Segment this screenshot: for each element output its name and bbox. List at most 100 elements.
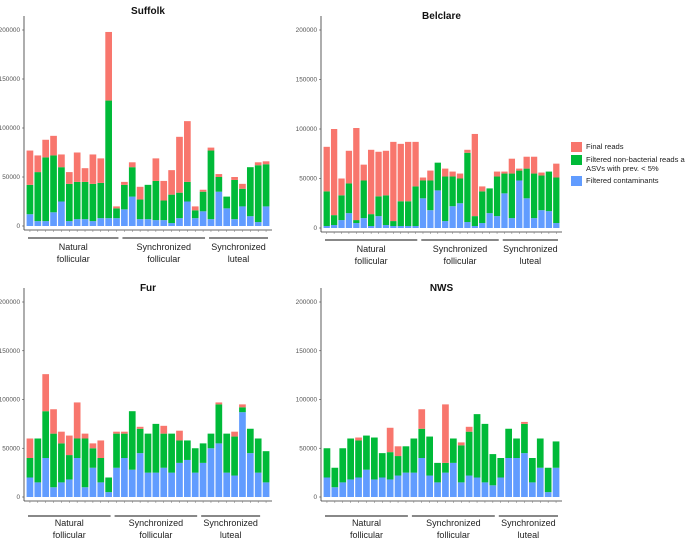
bar-segment-nonbacterial: [128, 167, 136, 197]
bar-segment-nonbacterial: [89, 448, 97, 468]
bar-segment-nonbacterial: [231, 436, 238, 476]
group-label-line1: Synchronized: [203, 518, 258, 528]
bar-segment-contaminants: [412, 226, 419, 228]
bar-segment-contaminants: [530, 218, 538, 228]
bar-segment-final: [160, 425, 168, 434]
bar-segment-final: [81, 168, 89, 182]
y-tick-label: 100000: [296, 397, 318, 404]
bar-segment-nonbacterial: [113, 208, 120, 219]
bar-segment-nonbacterial: [207, 150, 215, 220]
bar-segment-nonbacterial: [353, 220, 360, 224]
bar-segment-final: [152, 158, 160, 181]
group-label-line2: follicular: [57, 254, 90, 264]
bar-segment-nonbacterial: [184, 181, 191, 202]
bar-segment-final: [65, 172, 73, 184]
bar-segment-contaminants: [367, 226, 375, 228]
bar-segment-contaminants: [176, 218, 183, 226]
legend-label: Filtered non-bacterial reads and ASVs wi…: [586, 155, 685, 173]
bar-segment-contaminants: [207, 448, 215, 497]
bar-segment-nonbacterial: [73, 438, 81, 458]
bar-segment-contaminants: [536, 467, 544, 497]
bar-segment-final: [360, 164, 367, 181]
bar-segment-contaminants: [152, 472, 160, 498]
group-label-line1: Synchronized: [501, 518, 556, 528]
bar-segment-nonbacterial: [34, 172, 42, 222]
bar-segment-final: [465, 426, 473, 432]
bar-segment-final: [523, 156, 530, 169]
group-label-line1: Natural: [357, 244, 386, 254]
group-label-line2: follicular: [350, 530, 383, 538]
bar-segment-contaminants: [347, 479, 354, 497]
bar-segment-final: [26, 150, 34, 185]
bar-segment-contaminants: [473, 477, 481, 497]
y-tick-label: 200000: [296, 299, 318, 306]
group-label-line1: Synchronized: [129, 518, 184, 528]
bar-segment-contaminants: [50, 212, 57, 226]
legend: Final reads Filtered non-bacterial reads…: [571, 142, 685, 189]
bar-segment-final: [176, 136, 183, 193]
bar-segment-contaminants: [168, 223, 175, 226]
bar-segment-nonbacterial: [176, 440, 183, 463]
bar-segment-contaminants: [419, 198, 427, 228]
bar-segment-final: [323, 146, 330, 192]
bar-segment-final: [113, 431, 120, 434]
bar-segment-final: [231, 431, 238, 437]
bar-segment-nonbacterial: [363, 435, 370, 470]
y-tick-label: 200000: [296, 27, 318, 34]
bar-segment-contaminants: [513, 458, 520, 497]
panel-title: Suffolk: [131, 6, 165, 17]
bar-segment-contaminants: [239, 412, 246, 497]
bar-segment-contaminants: [353, 223, 360, 228]
bar-segment-final: [65, 435, 73, 456]
bar-segment-nonbacterial: [168, 194, 175, 224]
bar-segment-contaminants: [405, 226, 412, 228]
bar-segment-nonbacterial: [367, 214, 375, 227]
bar-segment-nonbacterial: [254, 165, 262, 223]
bar-segment-contaminants: [338, 220, 345, 228]
bar-segment-contaminants: [505, 458, 512, 497]
bar-segment-contaminants: [160, 220, 168, 226]
bar-segment-nonbacterial: [239, 188, 246, 207]
bar-segment-final: [113, 206, 120, 209]
bar-segment-contaminants: [523, 198, 530, 228]
bar-segment-contaminants: [176, 462, 183, 498]
bar-segment-contaminants: [184, 459, 191, 497]
bar-segment-nonbacterial: [330, 215, 338, 226]
bar-segment-contaminants: [254, 222, 262, 226]
bar-segment-final: [121, 431, 128, 434]
bar-segment-contaminants: [360, 218, 367, 228]
group-label-line2: follicular: [355, 256, 388, 266]
bar-segment-nonbacterial: [160, 200, 168, 221]
bar-segment-contaminants: [152, 220, 160, 226]
bar-segment-nonbacterial: [81, 438, 89, 488]
bar-segment-nonbacterial: [81, 181, 89, 220]
bar-segment-final: [58, 431, 65, 444]
bar-segment-nonbacterial: [538, 175, 545, 211]
bar-segment-final: [262, 161, 270, 165]
bar-segment-nonbacterial: [207, 433, 215, 449]
bar-segment-nonbacterial: [262, 451, 270, 483]
bar-segment-final: [508, 158, 516, 174]
legend-swatch-filtered-nonbacterial: [571, 155, 582, 165]
bar-segment-nonbacterial: [58, 443, 65, 483]
bar-segment-final: [50, 409, 57, 434]
bar-segment-nonbacterial: [410, 438, 418, 473]
bar-segment-contaminants: [262, 482, 270, 498]
bar-segment-nonbacterial: [136, 199, 144, 220]
bar-segment-contaminants: [26, 214, 34, 226]
bar-segment-contaminants: [97, 482, 105, 498]
bar-segment-final: [394, 446, 402, 457]
bar-segment-nonbacterial: [152, 423, 160, 473]
bar-segment-contaminants: [81, 487, 89, 497]
bar-segment-nonbacterial: [50, 155, 57, 213]
bar-segment-nonbacterial: [378, 453, 386, 478]
y-tick-label: 150000: [296, 348, 318, 355]
bar-segment-nonbacterial: [394, 456, 402, 476]
bar-segment-nonbacterial: [262, 164, 270, 207]
y-tick-label: 0: [16, 223, 20, 230]
bar-segment-nonbacterial: [128, 411, 136, 470]
group-label-line2: luteal: [518, 530, 540, 538]
panel-fur: Fur 0 50000 100000 150000 200000 Natural follic…: [0, 283, 272, 538]
bar-segment-contaminants: [544, 492, 552, 498]
bar-segment-nonbacterial: [65, 183, 73, 222]
